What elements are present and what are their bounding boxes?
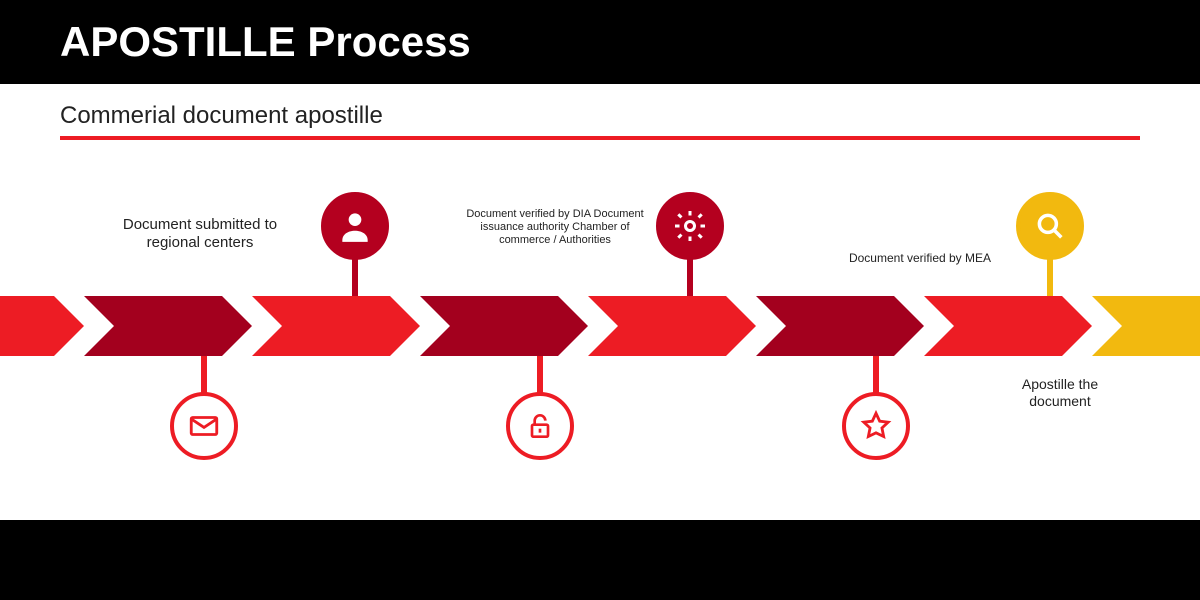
divider xyxy=(60,136,1140,140)
arrow-segment xyxy=(1092,296,1200,356)
arrow-segment xyxy=(588,296,756,356)
page-title: APOSTILLE Process xyxy=(60,18,1200,66)
step-label-1: Document submitted to regional centers xyxy=(115,216,285,252)
connector-stem xyxy=(352,256,358,296)
star-icon xyxy=(842,392,910,460)
step-label-6: Apostille the document xyxy=(990,376,1130,410)
arrow-track xyxy=(0,296,1200,356)
arrow-segment xyxy=(0,296,84,356)
arrow-segment xyxy=(252,296,420,356)
footer-bar xyxy=(0,520,1200,600)
step-label-3: Document verified by DIA Document issuan… xyxy=(460,208,650,248)
search-icon xyxy=(1016,192,1084,260)
step-label-5: Document verified by MEA xyxy=(810,251,1030,265)
connector-stem xyxy=(873,356,879,396)
subtitle: Commerial document apostille xyxy=(60,102,1140,130)
subtitle-area: Commerial document apostille xyxy=(0,84,1200,146)
arrow-segment xyxy=(84,296,252,356)
arrow-segment xyxy=(756,296,924,356)
connector-stem xyxy=(1047,256,1053,296)
gear-icon xyxy=(656,192,724,260)
arrow-segment xyxy=(924,296,1092,356)
mail-icon xyxy=(170,392,238,460)
lock-icon xyxy=(506,392,574,460)
connector-stem xyxy=(201,356,207,396)
header-bar: APOSTILLE Process xyxy=(0,0,1200,84)
arrow-segment xyxy=(420,296,588,356)
process-flow: Document submitted to regional centers D… xyxy=(0,146,1200,496)
connector-stem xyxy=(537,356,543,396)
connector-stem xyxy=(687,256,693,296)
person-icon xyxy=(321,192,389,260)
